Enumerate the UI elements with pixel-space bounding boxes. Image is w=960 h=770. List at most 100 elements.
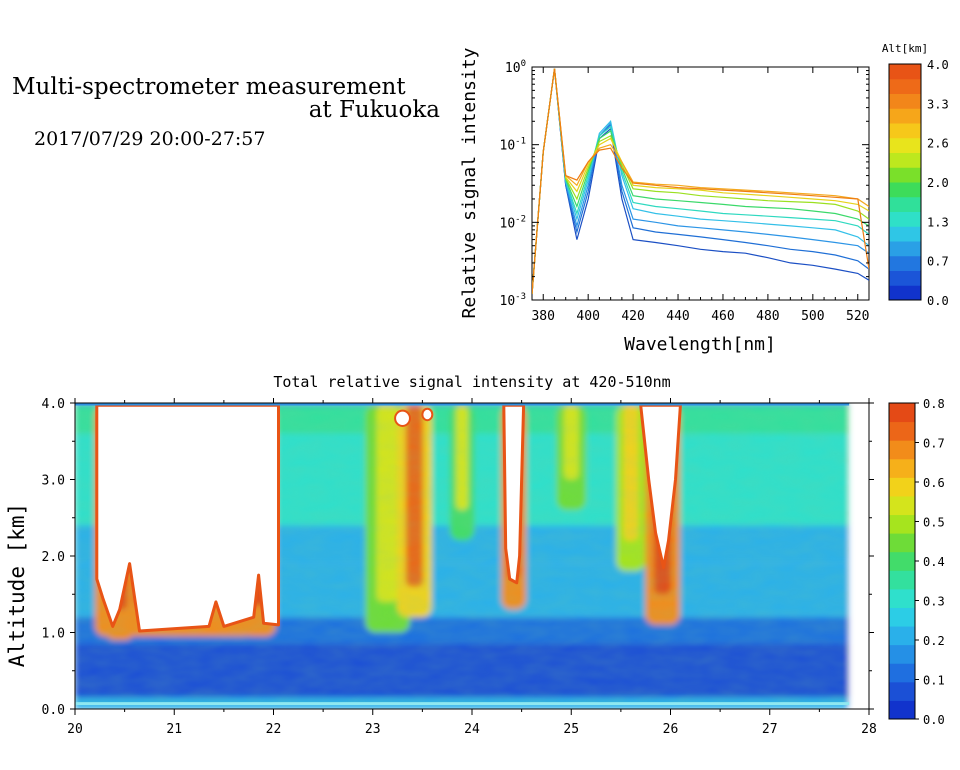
- heatmap-y-label: Altitude [km]: [5, 503, 29, 667]
- heatmap-field: [75, 403, 869, 709]
- heatmap-x-tick-label-3: 23: [365, 722, 381, 737]
- intensity-colorbar-swatch-8: [889, 551, 915, 571]
- altitude-colorbar-swatch-12: [889, 108, 921, 124]
- altitude-colorbar-frame: [888, 63, 922, 301]
- heatmap-y-tick-label-4: 4.0: [42, 397, 65, 412]
- heatmap-x-tick-label-4: 24: [464, 722, 480, 737]
- intensity-colorbar-swatch-5: [889, 607, 915, 627]
- heatmap-y-ticks: 0.0 1.0 2.0 3.0 4.0: [42, 397, 874, 718]
- intensity-colorbar-swatch-14: [889, 440, 915, 460]
- spectrum-series-group: [532, 68, 869, 294]
- intensity-colorbar-swatch-11: [889, 495, 915, 516]
- title-line-1: Multi-spectrometer measurement: [12, 74, 406, 100]
- heatmap-saturated-column-1: [502, 403, 526, 585]
- intensity-colorbar-tick-3: 0.3: [923, 595, 945, 609]
- intensity-colorbar: 0.0 0.1 0.2 0.3 0.4 0.5 0.6 0.7 0.8: [888, 397, 945, 727]
- spectrum-line-9: [532, 68, 869, 294]
- altitude-colorbar-swatch-4: [889, 226, 921, 242]
- intensity-colorbar-swatch-0: [889, 700, 915, 720]
- spectrum-line-7: [532, 68, 869, 294]
- spectrum-x-tick-label-6: 500: [801, 309, 824, 324]
- date-range: 2017/07/29 20:00-27:57: [34, 128, 266, 150]
- altitude-colorbar-swatch-0: [889, 285, 921, 301]
- spectrum-x-tick-label-7: 520: [846, 309, 869, 324]
- intensity-colorbar-swatch-3: [889, 644, 915, 664]
- altitude-colorbar-tick-2: 1.3: [927, 215, 949, 229]
- spectrum-x-tick-label-1: 400: [576, 309, 599, 324]
- altitude-colorbar-swatch-13: [889, 93, 921, 109]
- spectrum-line-3: [532, 68, 869, 294]
- intensity-colorbar-tick-7: 0.7: [923, 437, 945, 451]
- altitude-colorbar-swatch-7: [889, 182, 921, 198]
- intensity-colorbar-swatch-2: [889, 663, 915, 683]
- altitude-colorbar: 0.0 0.7 1.3 2.0 2.6 3.3 4.0: [888, 58, 949, 308]
- intensity-colorbar-swatch-16: [889, 403, 915, 423]
- spectrum-y-tick-label-0: 100: [505, 59, 526, 76]
- altitude-colorbar-swatch-6: [889, 196, 921, 212]
- altitude-colorbar-swatch-10: [889, 137, 921, 153]
- altitude-colorbar-swatch-9: [889, 152, 921, 168]
- altitude-colorbar-tick-0: 0.0: [927, 294, 949, 308]
- intensity-colorbar-tick-2: 0.2: [923, 634, 945, 648]
- heatmap-saturated-block: [95, 403, 280, 633]
- altitude-colorbar-swatch-8: [889, 167, 921, 183]
- heatmap-no-data: [849, 403, 869, 709]
- heatmap-y-tick-label-0: 0.0: [42, 703, 65, 718]
- spectrum-x-tick-label-3: 440: [666, 309, 689, 324]
- spectrum-y-tick-label-3: 10-3: [500, 292, 527, 309]
- figure-title: Multi-spectrometer measurement at Fukuok…: [12, 76, 440, 122]
- heatmap-title: Total relative signal intensity at 420-5…: [273, 373, 670, 391]
- heatmap-saturated-regions: [75, 403, 850, 706]
- intensity-colorbar-tick-1: 0.1: [923, 674, 945, 688]
- intensity-colorbar-tick-6: 0.6: [923, 476, 945, 490]
- spectrum-x-tick-label-4: 460: [711, 309, 734, 324]
- heatmap-x-tick-label-6: 26: [663, 722, 679, 737]
- spectrum-chart: 380 400 420 440 460 480 500 520 100 10-1 10-2 10-3…: [459, 42, 949, 355]
- altitude-colorbar-tick-6: 4.0: [927, 58, 949, 72]
- altitude-colorbar-swatch-3: [889, 241, 921, 257]
- spectrum-line-2: [532, 68, 869, 294]
- altitude-colorbar-label: Alt[km]: [882, 42, 928, 55]
- heatmap-y-tick-label-2: 2.0: [42, 550, 65, 565]
- intensity-colorbar-swatch-6: [889, 588, 915, 608]
- spectrum-x-tick-label-5: 480: [756, 309, 779, 324]
- altitude-colorbar-swatch-15: [889, 64, 921, 80]
- spectrum-line-5: [532, 68, 869, 294]
- intensity-colorbar-swatch-12: [889, 477, 915, 497]
- heatmap-saturated-column-2: [639, 403, 682, 569]
- intensity-colorbar-swatch-10: [889, 514, 915, 534]
- intensity-colorbar-tick-5: 0.5: [923, 516, 945, 530]
- spectrum-y-label: Relative signal intensity: [459, 47, 480, 318]
- heatmap-x-tick-label-1: 21: [166, 722, 182, 737]
- spectrum-line-6: [532, 68, 869, 294]
- spectrum-line-1: [532, 68, 869, 294]
- spectrum-line-4: [532, 68, 869, 294]
- heatmap-x-tick-label-7: 27: [762, 722, 778, 737]
- spectrum-y-tick-label-2: 10-2: [500, 214, 527, 231]
- altitude-colorbar-tick-5: 3.3: [927, 97, 949, 111]
- heatmap-y-tick-label-3: 3.0: [42, 474, 65, 489]
- heatmap-y-tick-label-1: 1.0: [42, 627, 65, 642]
- spectrum-x-ticks: 380 400 420 440 460 480 500 520: [531, 67, 870, 324]
- heatmap-saturated-patch-1: [421, 407, 434, 422]
- heatmap-x-tick-label-2: 22: [266, 722, 282, 737]
- intensity-colorbar-swatch-4: [889, 626, 915, 646]
- spectrum-x-tick-label-0: 380: [531, 309, 554, 324]
- altitude-colorbar-swatch-1: [889, 270, 921, 286]
- heatmap-chart: Total relative signal intensity at 420-5…: [5, 373, 945, 737]
- altitude-colorbar-tick-1: 0.7: [927, 255, 949, 269]
- intensity-colorbar-swatch-7: [889, 570, 915, 590]
- spectrum-line-8: [532, 68, 869, 294]
- title-line-2: at Fukuoka: [308, 97, 440, 123]
- altitude-colorbar-swatch-14: [889, 78, 921, 94]
- altitude-colorbar-tick-4: 2.6: [927, 137, 949, 151]
- heatmap-x-tick-label-8: 28: [861, 722, 877, 737]
- intensity-colorbar-swatch-9: [889, 533, 915, 553]
- heatmap-x-ticks: 20 21 22 23 24 25 26 27 28: [67, 398, 877, 737]
- altitude-colorbar-tick-3: 2.0: [927, 176, 949, 190]
- spectrum-y-tick-label-1: 10-1: [500, 137, 527, 154]
- altitude-colorbar-swatch-2: [889, 255, 921, 271]
- altitude-colorbar-swatch-5: [889, 211, 921, 227]
- intensity-colorbar-swatch-13: [889, 458, 915, 478]
